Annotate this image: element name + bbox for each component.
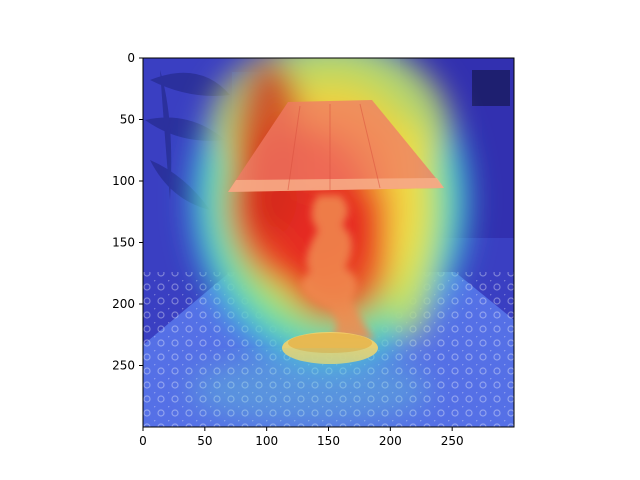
y-tick-label: 50	[120, 113, 135, 127]
y-tick-label: 250	[112, 359, 135, 373]
y-tick-label: 200	[112, 297, 135, 311]
x-tick-label: 100	[255, 434, 278, 448]
x-tick-label: 250	[441, 434, 464, 448]
x-tick-label: 200	[379, 434, 402, 448]
y-tick-label: 0	[127, 51, 135, 65]
x-tick-label: 50	[197, 434, 212, 448]
x-tick-label: 0	[139, 434, 147, 448]
lamp-body	[301, 195, 375, 340]
lamp-shade	[228, 100, 444, 192]
y-axis: 0 50 100 150 200 250	[112, 51, 143, 373]
y-tick-label: 100	[112, 174, 135, 188]
wall-frame	[472, 70, 510, 106]
y-tick-label: 150	[112, 236, 135, 250]
heatmap-image	[143, 58, 514, 427]
x-axis: 0 50 100 150 200 250	[139, 427, 464, 448]
x-tick-label: 150	[317, 434, 340, 448]
